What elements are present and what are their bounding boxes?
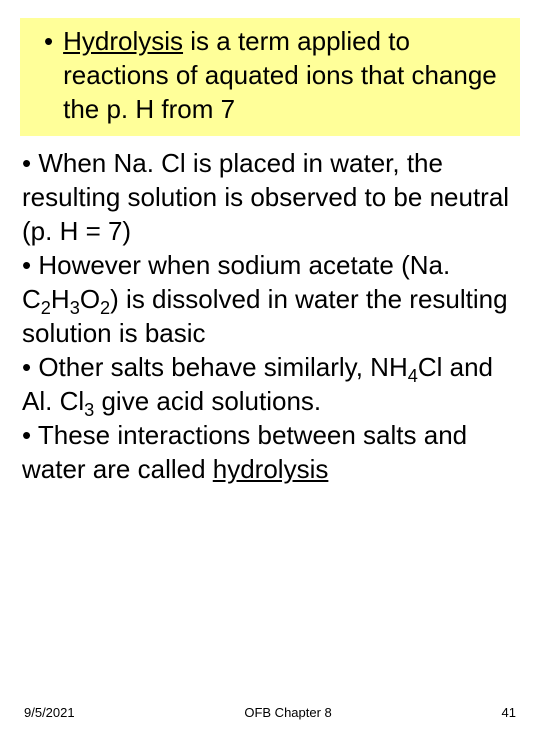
definition-box: • Hydrolysis is a term applied to reacti…: [20, 18, 520, 136]
body-p1: • When Na. Cl is placed in water, the re…: [22, 146, 518, 248]
footer-chapter: OFB Chapter 8: [244, 705, 331, 720]
footer-page: 41: [502, 705, 516, 720]
footer-date: 9/5/2021: [24, 705, 75, 720]
term-hydrolysis-2: hydrolysis: [213, 454, 329, 484]
definition-text: Hydrolysis is a term applied to reaction…: [63, 24, 510, 126]
footer: 9/5/2021 OFB Chapter 8 41: [0, 705, 540, 720]
term-hydrolysis: Hydrolysis: [63, 26, 183, 56]
bullet-dot: •: [26, 24, 63, 58]
body-p2: • However when sodium acetate (Na. C2H3O…: [22, 248, 518, 350]
body-p4: • These interactions between salts and w…: [22, 418, 518, 486]
body-text: • When Na. Cl is placed in water, the re…: [22, 146, 518, 486]
body-p3: • Other salts behave similarly, NH4Cl an…: [22, 350, 518, 418]
